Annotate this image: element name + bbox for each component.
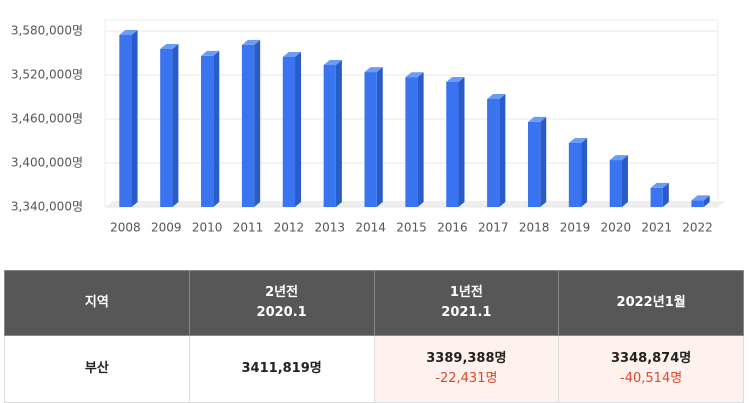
bar-top xyxy=(241,39,261,45)
bar-top xyxy=(527,116,547,122)
header-line: 2021.1 xyxy=(441,305,492,320)
x-tick-label: 2015 xyxy=(396,221,427,235)
bar-top xyxy=(609,155,628,161)
bar-top xyxy=(446,76,465,82)
x-tick-label: 2008 xyxy=(110,221,141,235)
header-line: 2020.1 xyxy=(256,305,307,320)
bar-top xyxy=(650,182,669,188)
value: 3348,874명 xyxy=(611,351,692,366)
bar-side xyxy=(662,182,669,207)
x-tick-label: 2021 xyxy=(641,221,672,235)
bar xyxy=(527,121,541,207)
cell: 3411,819명 xyxy=(188,335,375,403)
header-cell: 2년전 2020.1 xyxy=(188,270,375,336)
bar-side xyxy=(581,137,588,207)
x-tick-label: 2018 xyxy=(519,221,550,235)
x-tick-label: 2017 xyxy=(478,221,509,235)
bar-side xyxy=(540,116,547,207)
x-tick-label: 2022 xyxy=(682,221,713,235)
bar-side xyxy=(621,155,628,207)
bar xyxy=(364,72,377,207)
bar xyxy=(201,55,214,207)
bar xyxy=(691,200,704,207)
y-tick-label: 3,520,000명 xyxy=(11,68,83,82)
bar-top xyxy=(282,51,302,57)
header-cell: 2022년1월 xyxy=(558,270,744,336)
bar-side xyxy=(376,67,383,207)
bar-side xyxy=(458,76,465,207)
chart: 3,340,000명 3,400,000명 3,460,000명 3,520,000명… xyxy=(11,19,726,235)
x-tick-label: 2016 xyxy=(437,221,468,235)
bar-top xyxy=(364,67,383,73)
bar xyxy=(487,98,500,207)
bar-side xyxy=(499,93,506,207)
x-tick-label: 2010 xyxy=(192,221,223,235)
x-tick-label: 2019 xyxy=(560,221,591,235)
bar-side xyxy=(254,39,261,207)
bar-top xyxy=(323,59,342,65)
y-tick-label: 3,400,000명 xyxy=(11,156,83,170)
bar xyxy=(405,77,418,207)
bar-top xyxy=(160,43,179,49)
bar-top xyxy=(201,50,220,56)
bar-side xyxy=(131,29,138,208)
data-table: 지역 2년전 2020.1 1년전 2021.1 2022년1월 부산 3411,8… xyxy=(4,270,744,403)
x-tick-label: 2012 xyxy=(274,221,305,235)
bar-side xyxy=(417,72,424,207)
bar-top xyxy=(691,195,710,201)
cell: 3389,388명 -22,431명 xyxy=(373,335,560,403)
bar-top xyxy=(568,137,588,143)
body-row: 부산 3411,819명 3389,388명 -22,431명 3348,874명… xyxy=(4,335,744,403)
value: 3389,388명 xyxy=(426,351,507,366)
x-tick-label: 2014 xyxy=(355,221,386,235)
bar xyxy=(609,160,622,207)
bar xyxy=(650,187,663,207)
bar-side xyxy=(703,195,710,207)
bar-top xyxy=(405,72,424,78)
bar xyxy=(282,56,296,208)
bar xyxy=(160,48,173,207)
bar-top xyxy=(487,93,506,99)
header-row: 지역 2년전 2020.1 1년전 2021.1 2022년1월 xyxy=(4,270,744,336)
bar xyxy=(568,142,582,207)
change: -22,431명 xyxy=(435,371,498,386)
x-tick-label: 2020 xyxy=(601,221,632,235)
bar xyxy=(323,64,336,207)
x-tick-label: 2011 xyxy=(233,221,264,235)
header-line: 2년전 xyxy=(265,285,299,300)
bar-side xyxy=(213,50,220,207)
header-cell: 1년전 2021.1 xyxy=(373,270,560,336)
bar-side xyxy=(172,43,179,207)
bar xyxy=(119,34,132,208)
bar-side xyxy=(335,59,342,207)
x-tick-label: 2013 xyxy=(314,221,345,235)
header-cell: 지역 xyxy=(4,270,190,336)
header-line: 1년전 xyxy=(449,285,483,300)
x-tick-label: 2009 xyxy=(151,221,182,235)
y-tick-label: 3,580,000명 xyxy=(11,24,83,38)
cell: 3348,874명 -40,514명 xyxy=(558,335,744,403)
change: -40,514명 xyxy=(620,371,683,386)
bar xyxy=(241,44,255,207)
bar xyxy=(446,81,459,207)
cell: 부산 xyxy=(4,335,190,403)
bar-side xyxy=(295,51,302,208)
y-tick-label: 3,340,000명 xyxy=(11,200,83,214)
bar-top xyxy=(119,29,138,35)
y-tick-label: 3,460,000명 xyxy=(11,112,83,126)
